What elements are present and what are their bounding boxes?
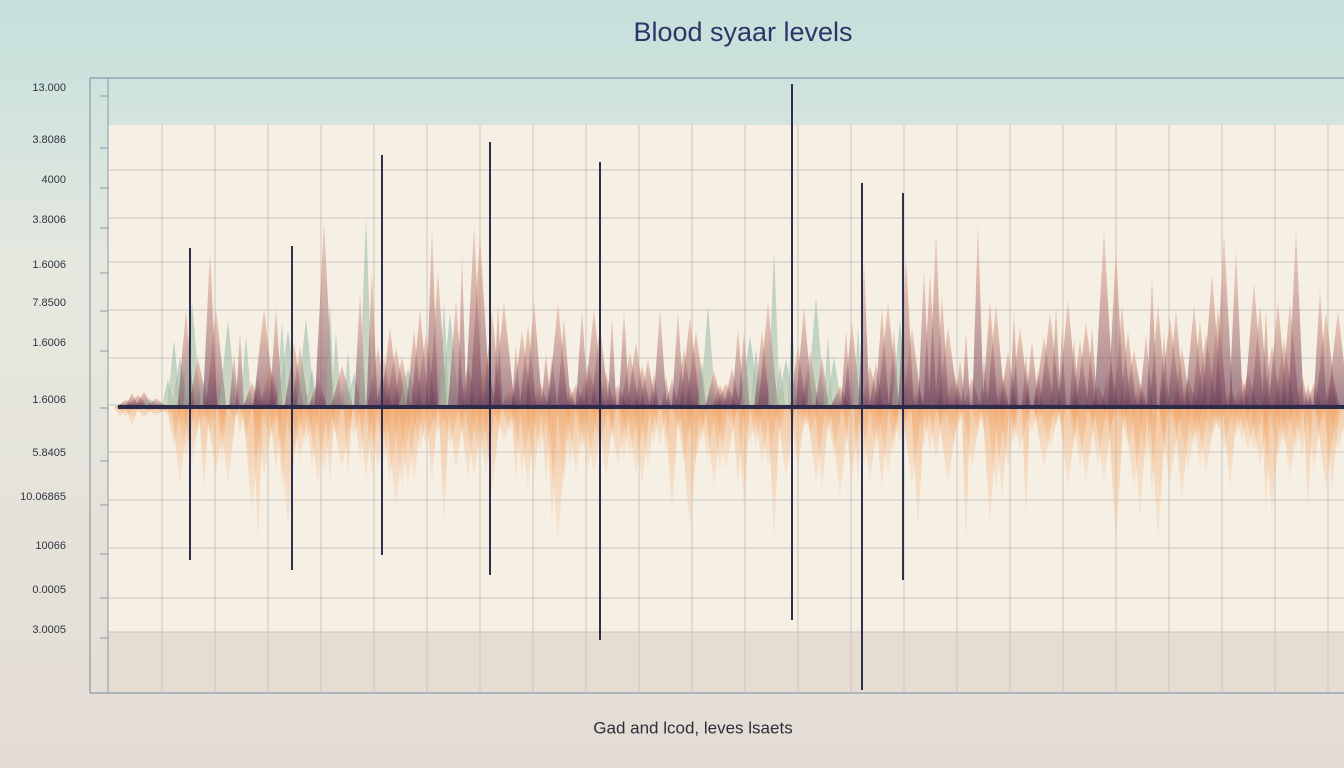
caption: Gad and lcod, leves lsaets [593, 718, 792, 737]
axis-labels: 13.000 3.8086 4000 3.8006 1.6006 7.8500 1.6006… [20, 82, 108, 639]
wave-down [790, 407, 806, 472]
wave-down [1149, 407, 1167, 541]
wave-down [853, 407, 863, 489]
wave-up [607, 315, 617, 407]
wave-up [240, 336, 252, 407]
wave-down [1222, 407, 1238, 491]
wave-up [961, 330, 971, 407]
wave-down [972, 407, 984, 434]
axis-label: 1.6006 [32, 337, 66, 349]
wave-up [767, 250, 781, 407]
plot-footer [108, 632, 1344, 693]
axis-label: 4000 [42, 174, 66, 186]
wave-down [219, 407, 237, 484]
wave-up [205, 307, 227, 407]
wave-down [830, 407, 850, 497]
wave-up [525, 300, 543, 407]
wave-down [776, 407, 796, 480]
wave-up [457, 253, 467, 407]
wave-up [325, 303, 335, 407]
axis-label: 3.8086 [32, 134, 66, 146]
wave-up [1051, 304, 1061, 407]
wave-down [125, 407, 139, 426]
title: Blood syaar levels [633, 17, 852, 47]
wave-down [1021, 407, 1031, 522]
wave-down [1327, 407, 1344, 451]
axis-label: 1.6006 [32, 394, 66, 406]
waveform [113, 84, 1344, 690]
wave-down [665, 407, 679, 515]
axis-label: 5.8405 [32, 447, 66, 459]
axis-label: 13.000 [32, 82, 66, 94]
wave-up [972, 222, 984, 407]
wave-up [1288, 229, 1304, 407]
wave-up [493, 302, 515, 407]
grid [108, 125, 1344, 693]
wave-up [1327, 310, 1344, 407]
wave-down [343, 407, 353, 479]
wave-down [911, 407, 925, 531]
wave-down [767, 407, 781, 541]
axis-label: 3.8006 [32, 214, 66, 226]
wave-up [1214, 234, 1234, 407]
wave-down [325, 407, 335, 488]
wave-down [738, 407, 750, 513]
wave-down [1108, 407, 1124, 547]
wave-down [715, 407, 737, 470]
wave-down [425, 407, 439, 483]
wave-up [653, 308, 667, 407]
axis-label: 1.6006 [32, 259, 66, 271]
axis-label: 10066 [35, 540, 66, 552]
wave-up [557, 317, 571, 407]
wave-up [229, 353, 239, 407]
wave-down [1051, 407, 1061, 425]
axis-label: 0.0005 [32, 584, 66, 596]
wave-down [198, 407, 210, 492]
axis-label: 7.8500 [32, 297, 66, 309]
wave-up [1025, 340, 1039, 407]
wave-down [482, 407, 502, 493]
wave-down [815, 407, 829, 491]
wave-down [1094, 407, 1114, 483]
wave-down [438, 407, 450, 526]
wave-up [1229, 250, 1243, 407]
axis-label: 10.06865 [20, 491, 66, 503]
wave-up [1086, 326, 1098, 407]
wave-up [1295, 372, 1309, 407]
wave-down [1076, 407, 1096, 483]
axis-label: 3.0005 [32, 624, 66, 636]
wave-down [961, 407, 971, 548]
